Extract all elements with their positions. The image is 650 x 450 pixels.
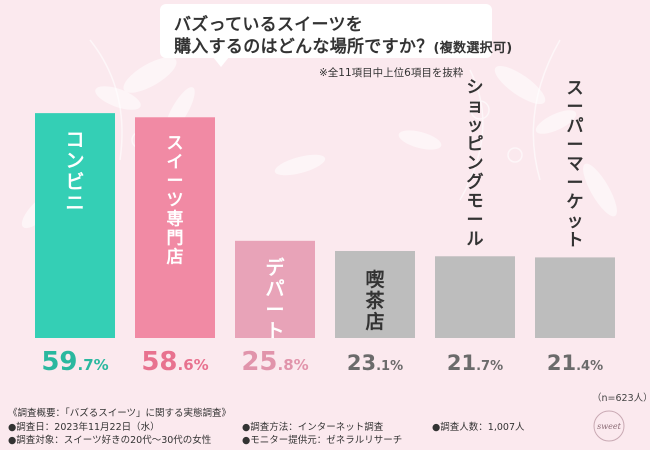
chart-note: ※全11項目中上位6項目を抜粋: [319, 67, 464, 79]
chart-title-line-2: 購入するのはどんな場所ですか？(複数選択可): [174, 32, 512, 57]
category-label-3: デパート: [265, 256, 285, 342]
bar-1: [35, 113, 115, 338]
value-label-4: 23.1%: [347, 351, 403, 375]
value-label-3: 25.8%: [241, 347, 308, 377]
category-label-4: 喫茶店: [365, 268, 385, 333]
survey-provider: ●モニター提供元：ゼネラルリサーチ: [242, 435, 403, 446]
category-label-1: コンビニ: [65, 129, 84, 214]
value-label-5: 21.7%: [447, 351, 503, 375]
survey-method: ●調査方法：インターネット調査: [242, 422, 384, 433]
survey-target: ●調査対象：スイーツ好きの20代〜30代の女性: [8, 435, 212, 446]
category-label-5: ショッピングモール: [467, 77, 484, 249]
survey-title: 《調査概要：「バズるスイーツ」に関する実態調査》: [8, 408, 232, 419]
bar-5: [435, 256, 515, 338]
title-bubble: [160, 4, 492, 58]
chart-title-suffix: (複数選択可): [433, 41, 513, 56]
category-label-6: スーパーマーケット: [567, 78, 584, 250]
bar-2: [135, 117, 215, 338]
title-bubble-tail: [213, 57, 229, 67]
chart-title-line-1: バズっているスイーツを: [174, 15, 364, 35]
brand-logo-text: sweet: [597, 422, 621, 431]
survey-count: ●調査人数：1,007人: [432, 422, 525, 433]
category-label-2: スイーツ専門店: [167, 133, 184, 267]
bar-3: [235, 240, 315, 338]
bar-6: [535, 257, 615, 338]
bar-4: [335, 250, 415, 338]
survey-date: ●調査日：2023年11月22日（水）: [8, 422, 160, 433]
value-label-2: 58.6%: [141, 347, 208, 377]
value-label-1: 59.7%: [41, 347, 108, 377]
value-label-6: 21.4%: [547, 351, 603, 375]
brand-logo: sweet: [593, 410, 625, 442]
chart-title-main: 購入するのはどんな場所ですか？: [174, 37, 434, 57]
sample-size: （n=623人）: [592, 393, 650, 404]
